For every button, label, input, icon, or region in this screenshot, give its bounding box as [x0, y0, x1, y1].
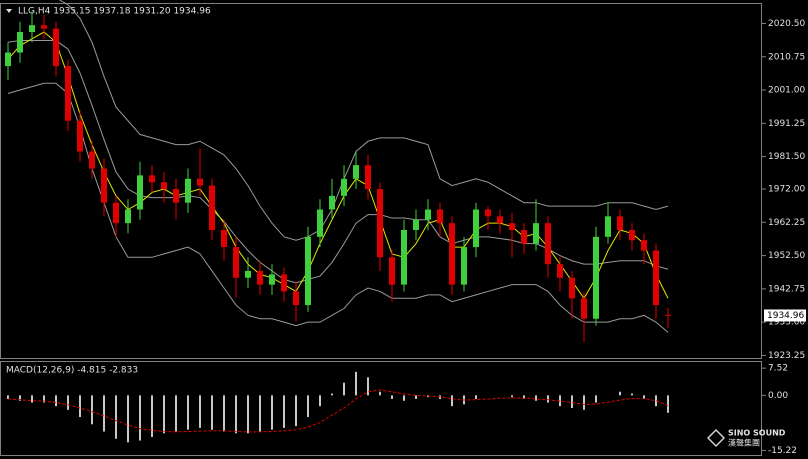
candle-body — [401, 229, 407, 285]
watermark-logo — [706, 428, 726, 448]
watermark-chinese: 漢聲集團 — [728, 438, 760, 448]
main-panel — [0, 3, 762, 359]
candle-body — [641, 240, 647, 251]
candle-body — [5, 52, 11, 67]
y-tick-label: 7.52 — [768, 364, 788, 374]
candle-body — [653, 250, 659, 306]
candle-body — [293, 291, 299, 306]
candle-body — [233, 247, 239, 278]
candle-body — [173, 189, 179, 203]
candle-body — [341, 178, 347, 196]
candle-body — [197, 178, 203, 186]
candle-body — [113, 202, 119, 224]
candle-body — [125, 209, 131, 224]
y-tick-label: 2010.75 — [768, 52, 805, 62]
candle-body — [425, 209, 431, 220]
candle-body — [593, 236, 599, 319]
candle-body — [605, 216, 611, 237]
signal-line — [7, 389, 669, 433]
candle-body — [533, 223, 539, 244]
candle-body — [137, 175, 143, 210]
price-label: 1934.96 — [767, 311, 804, 321]
candle-body — [77, 120, 83, 152]
candle-body — [629, 229, 635, 241]
y-tick-label: 1981.50 — [768, 152, 805, 162]
candle-body — [149, 175, 155, 183]
candle-body — [413, 219, 419, 230]
candle-body — [521, 229, 527, 244]
watermark-brand: SINO SOUND — [728, 429, 786, 438]
candle-body — [257, 270, 263, 285]
candle-body — [581, 298, 587, 319]
candle-body — [317, 209, 323, 237]
overlay-line — [7, 31, 669, 300]
candle-body — [545, 223, 551, 265]
candle-body — [329, 195, 335, 210]
candle-body — [101, 168, 107, 203]
y-tick-label: 2020.50 — [768, 19, 805, 29]
y-tick-label: 1923.25 — [768, 351, 805, 361]
candle-body — [617, 216, 623, 230]
y-tick-label: 1933.00 — [768, 318, 805, 328]
y-tick-label: 1991.25 — [768, 119, 805, 129]
candle-body — [485, 209, 491, 217]
overlay-line — [7, 40, 669, 284]
candle-body — [377, 189, 383, 258]
candle-body — [209, 185, 215, 230]
candle-body — [665, 314, 671, 316]
y-tick-label: -15.22 — [768, 446, 797, 456]
candle-body — [569, 277, 575, 299]
candle-body — [245, 270, 251, 278]
candle-body — [461, 247, 467, 285]
candle-body — [53, 28, 59, 67]
candle-body — [305, 236, 311, 306]
candle-body — [509, 223, 515, 230]
candle-body — [437, 209, 443, 224]
candle-body — [449, 223, 455, 285]
candle-body — [89, 151, 95, 169]
candle-body — [41, 25, 47, 29]
candle-body — [365, 165, 371, 190]
macd-panel — [0, 361, 762, 456]
chart-title: LLG,H4 1935.15 1937.18 1931.20 1934.96 — [18, 7, 211, 17]
candle-body — [281, 274, 287, 292]
candle-body — [65, 66, 71, 121]
candle-body — [557, 264, 563, 278]
watermark: SINO SOUND 漢聲集團 — [706, 428, 786, 448]
price-box — [764, 309, 806, 322]
candle-body — [29, 25, 35, 33]
candle-body — [17, 32, 23, 53]
candle-body — [497, 216, 503, 224]
y-tick-label: 2001.00 — [768, 86, 805, 96]
overlay-line — [58, 0, 669, 241]
candle-body — [473, 209, 479, 248]
y-tick-label: 1942.75 — [768, 284, 805, 294]
candle-body — [161, 182, 167, 190]
macd-title: MACD(12,26,9) -4.815 -2.833 — [6, 366, 138, 376]
candle-body — [269, 274, 275, 285]
y-tick-label: 1972.00 — [768, 185, 805, 195]
menu-arrow[interactable] — [6, 9, 12, 13]
candle-body — [185, 178, 191, 203]
y-tick-label: 0.00 — [768, 391, 788, 401]
candle-body — [353, 165, 359, 179]
y-tick-label: 1952.50 — [768, 251, 805, 261]
overlay-line — [7, 82, 669, 333]
y-tick-label: 1962.25 — [768, 218, 805, 228]
candle-body — [221, 229, 227, 248]
candle-body — [389, 257, 395, 285]
